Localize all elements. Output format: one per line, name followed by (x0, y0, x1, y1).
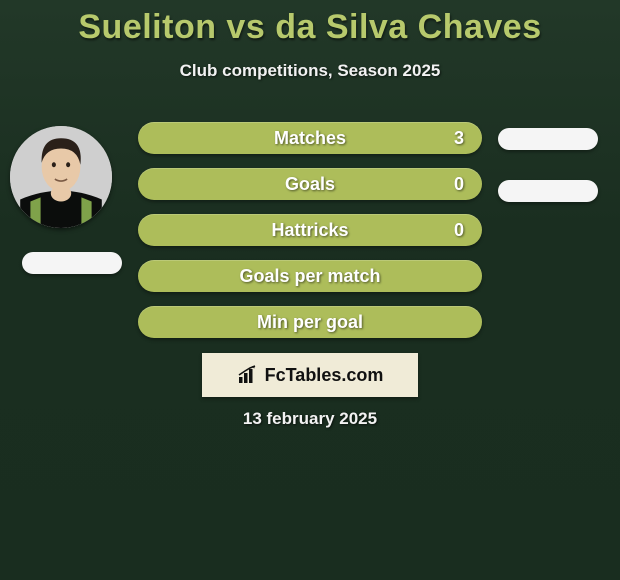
stat-row: Goals per match (0, 258, 620, 304)
stat-label: Hattricks (271, 220, 348, 241)
stat-rows: Matches 3 Goals 0 Hattricks 0 Goals per match M… (0, 120, 620, 350)
stat-bar: Hattricks 0 (138, 214, 482, 246)
stat-row: Min per goal (0, 304, 620, 350)
stat-row: Goals 0 (0, 166, 620, 212)
stat-row: Matches 3 (0, 120, 620, 166)
stat-label: Min per goal (257, 312, 363, 333)
stat-bar: Goals per match (138, 260, 482, 292)
bar-chart-icon (237, 365, 259, 385)
source-badge: FcTables.com (202, 353, 418, 397)
stat-value: 3 (454, 128, 464, 149)
stat-bar: Goals 0 (138, 168, 482, 200)
stat-value: 0 (454, 220, 464, 241)
snapshot-date: 13 february 2025 (0, 409, 620, 429)
left-indicator-pill (22, 252, 122, 274)
comparison-title: Sueliton vs da Silva Chaves (0, 0, 620, 47)
right-indicator-pill (498, 128, 598, 150)
comparison-subtitle: Club competitions, Season 2025 (0, 61, 620, 81)
stat-label: Goals per match (239, 266, 380, 287)
stat-label: Matches (274, 128, 346, 149)
stat-bar: Min per goal (138, 306, 482, 338)
right-indicator-pill (498, 180, 598, 202)
stat-value: 0 (454, 174, 464, 195)
stat-bar: Matches 3 (138, 122, 482, 154)
source-text: FcTables.com (265, 365, 384, 386)
stat-label: Goals (285, 174, 335, 195)
